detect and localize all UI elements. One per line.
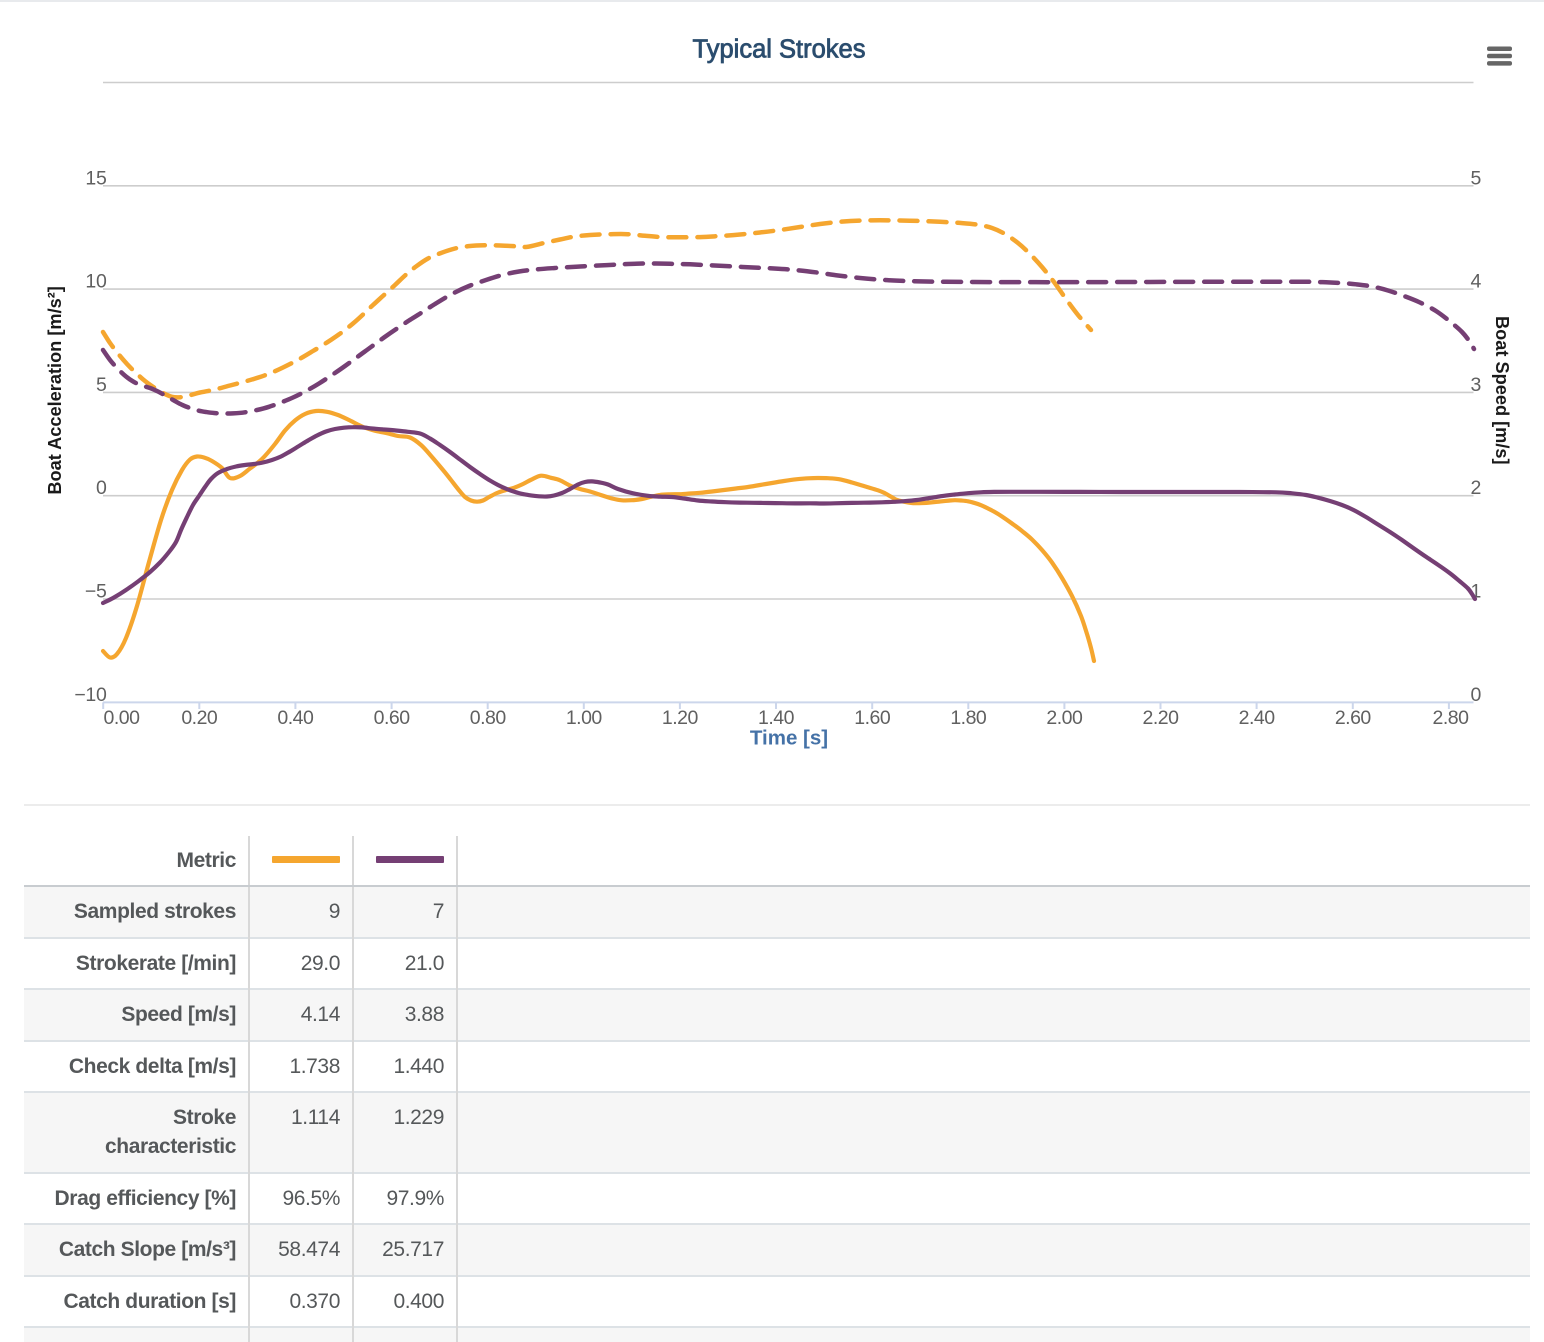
svg-text:0.40: 0.40 [277,707,314,729]
svg-text:0.60: 0.60 [374,707,411,729]
svg-text:2.20: 2.20 [1143,707,1180,729]
svg-text:2.80: 2.80 [1433,707,1470,729]
svg-text:2: 2 [1471,477,1482,499]
svg-text:−5: −5 [85,581,107,603]
svg-text:0: 0 [96,477,107,499]
svg-text:1.00: 1.00 [566,707,603,729]
svg-text:2.00: 2.00 [1046,707,1083,729]
svg-text:Boat Speed [m/s]: Boat Speed [m/s] [1492,316,1512,465]
svg-text:1.60: 1.60 [854,707,891,729]
svg-text:5: 5 [96,374,107,396]
svg-text:4: 4 [1471,271,1482,293]
svg-text:1.80: 1.80 [950,707,987,729]
svg-text:0.20: 0.20 [181,707,218,729]
svg-text:10: 10 [85,271,107,293]
svg-text:Boat Acceleration [m/s²]: Boat Acceleration [m/s²] [45,286,65,495]
svg-text:3: 3 [1471,374,1482,396]
svg-text:Typical Strokes: Typical Strokes [693,36,866,64]
svg-text:1: 1 [1471,581,1482,603]
svg-text:1.20: 1.20 [662,707,699,729]
svg-text:15: 15 [85,167,107,189]
svg-text:2.40: 2.40 [1239,707,1276,729]
svg-text:0.80: 0.80 [470,707,507,729]
svg-text:0: 0 [1471,684,1482,706]
svg-text:2.60: 2.60 [1335,707,1372,729]
svg-text:5: 5 [1471,167,1482,189]
svg-text:Time [s]: Time [s] [750,727,828,750]
svg-text:−10: −10 [74,684,107,706]
svg-text:0.00: 0.00 [104,707,141,729]
svg-text:1.40: 1.40 [758,707,795,729]
